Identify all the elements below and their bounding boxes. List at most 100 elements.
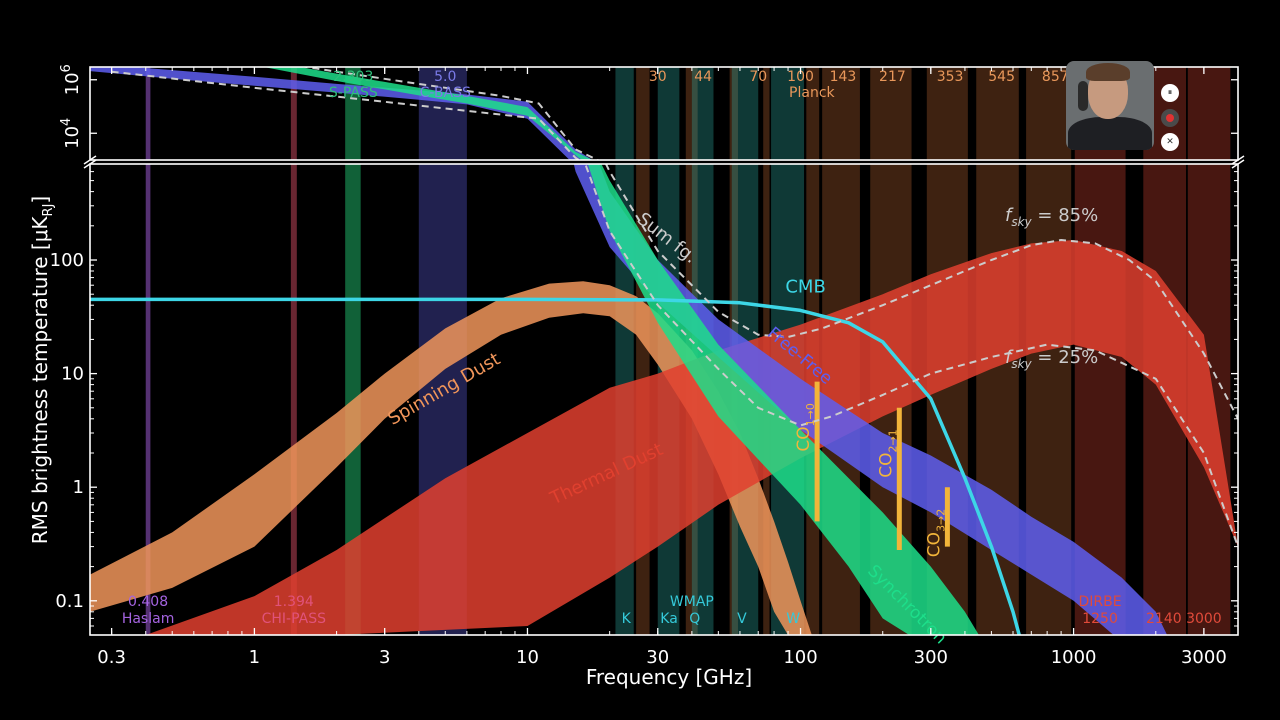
- upper-frame: [89, 66, 1239, 161]
- record-button[interactable]: [1161, 109, 1179, 127]
- frequency-band-3-upper: [418, 67, 467, 160]
- frequency-band-16-lower: [926, 164, 968, 635]
- band-label-bottom-8: V: [737, 611, 747, 627]
- frequency-band-0-lower: [145, 164, 151, 635]
- x-tick-label-6: 300: [914, 647, 948, 668]
- lower-panel: [90, 164, 1238, 635]
- svg-text:CO2→1: CO2→1: [876, 429, 899, 477]
- frequency-band-10-upper: [731, 67, 759, 160]
- band-label-bottom-3: CHI-PASS: [262, 611, 326, 627]
- band-label-top-12: 857: [1042, 69, 1069, 85]
- band-label-bottom-5: K: [622, 611, 632, 627]
- band-label-bottom-11: 1250: [1082, 611, 1118, 627]
- line-cmb: [90, 297, 1022, 635]
- band-label-bottom-0: 0.408: [128, 594, 168, 610]
- frequency-band-14-upper: [822, 67, 860, 160]
- presenter-shirt: [1068, 117, 1152, 150]
- frequency-band-0-upper: [145, 67, 151, 160]
- axis-break-2: [1231, 155, 1245, 165]
- series-free-free-upper: [90, 67, 593, 160]
- frequency-band-6-upper: [657, 67, 680, 160]
- x-tick-label-1: 1: [249, 647, 260, 668]
- band-label-top-1: S-PASS: [329, 85, 378, 101]
- axis-break-3: [1231, 159, 1245, 169]
- frequency-band-8-upper: [691, 67, 714, 160]
- x-tick-label-4: 30: [646, 647, 669, 668]
- band-label-bottom-7: Q: [689, 611, 700, 627]
- x-tick-label-5: 100: [783, 647, 817, 668]
- band-label-top-2: 5.0: [434, 69, 456, 85]
- y-tick-label-1: 1: [73, 477, 84, 498]
- y-tick-label-3: 100: [50, 250, 84, 271]
- headset-mic: [1078, 81, 1088, 111]
- axis-break-0: [83, 155, 97, 165]
- close-button[interactable]: ✕: [1161, 133, 1179, 151]
- frequency-band-21-upper: [1187, 67, 1231, 160]
- presenter-webcam: [1066, 61, 1154, 150]
- band-label-top-13: Planck: [789, 85, 835, 101]
- frequency-band-7-upper: [685, 67, 698, 160]
- frequency-band-2-lower: [345, 164, 361, 635]
- x-tick-label-2: 3: [379, 647, 390, 668]
- frequency-band-12-upper: [771, 67, 805, 160]
- co-label-1: CO2→1: [876, 429, 899, 477]
- svg-text:CO3→2: CO3→2: [924, 509, 947, 557]
- band-label-bottom-9: W: [786, 611, 800, 627]
- line-sum-fg-: [604, 164, 1238, 420]
- frequency-band-13-upper: [806, 67, 820, 160]
- series-synchrotron: [587, 164, 979, 635]
- annotation-cmb: CMB: [785, 276, 825, 297]
- band-label-top-5: 44: [694, 69, 712, 85]
- frequency-band-11-upper: [763, 67, 770, 160]
- series-free-free: [573, 164, 1168, 635]
- frequency-band-1-upper: [290, 67, 297, 160]
- band-label-top-9: 217: [879, 69, 906, 85]
- y-tick-label-0: 0.1: [55, 591, 84, 612]
- co-label-0: CO1→0: [794, 403, 817, 451]
- band-label-top-0: 2.303: [333, 69, 373, 85]
- frequency-band-9-upper: [729, 67, 738, 160]
- frequency-band-1-lower: [290, 164, 297, 635]
- series-spinning-dust: [90, 281, 812, 635]
- co-label-2: CO3→2: [924, 509, 947, 557]
- band-label-bottom-1: Haslam: [122, 611, 175, 627]
- band-label-top-6: 70: [749, 69, 767, 85]
- lower-frame: [89, 163, 1239, 636]
- y-upper-tick-label-1: 106: [59, 64, 83, 95]
- band-label-bottom-4: WMAP: [670, 594, 714, 610]
- line-sum-fg-lower: [584, 164, 1238, 547]
- x-tick-label-8: 3000: [1181, 647, 1227, 668]
- band-label-top-7: 100: [787, 69, 814, 85]
- x-tick-label-7: 1000: [1051, 647, 1097, 668]
- band-label-bottom-12: 2140: [1146, 611, 1182, 627]
- band-label-top-8: 143: [830, 69, 857, 85]
- line-sum-fg-lower-upper: [111, 70, 581, 160]
- y-axis-label: RMS brightness temperature [μKRJ]: [28, 196, 56, 544]
- y-tick-label-2: 10: [61, 364, 84, 385]
- frequency-band-5-upper: [636, 67, 650, 160]
- axis-break-1: [83, 159, 97, 169]
- x-tick-label-0: 0.3: [97, 647, 126, 668]
- band-label-top-4: 30: [649, 69, 667, 85]
- fsky-label-0: fsky = 85%: [1005, 205, 1098, 229]
- band-label-top-3: C-BASS: [420, 85, 471, 101]
- close-icon: ✕: [1166, 137, 1174, 147]
- band-label-bottom-2: 1.394: [274, 594, 314, 610]
- pause-button[interactable]: ⏸: [1161, 84, 1179, 102]
- band-label-top-10: 353: [937, 69, 964, 85]
- frequency-band-18-upper: [1026, 67, 1072, 160]
- band-label-top-11: 545: [988, 69, 1015, 85]
- line-sum-fg--upper: [299, 67, 600, 160]
- frequency-band-16-upper: [926, 67, 968, 160]
- pause-icon: ⏸: [1167, 88, 1173, 98]
- y-upper-tick-label-0: 104: [59, 118, 83, 149]
- band-label-bottom-10: DIRBE: [1079, 594, 1122, 610]
- frequency-band-4-upper: [615, 67, 634, 160]
- band-label-bottom-13: 3000: [1186, 611, 1222, 627]
- series-thermal-dust: [145, 240, 1238, 635]
- presenter-hair: [1086, 63, 1130, 81]
- x-tick-label-3: 10: [516, 647, 539, 668]
- fsky-label-1: fsky = 25%: [1005, 347, 1098, 371]
- band-label-bottom-6: Ka: [660, 611, 678, 627]
